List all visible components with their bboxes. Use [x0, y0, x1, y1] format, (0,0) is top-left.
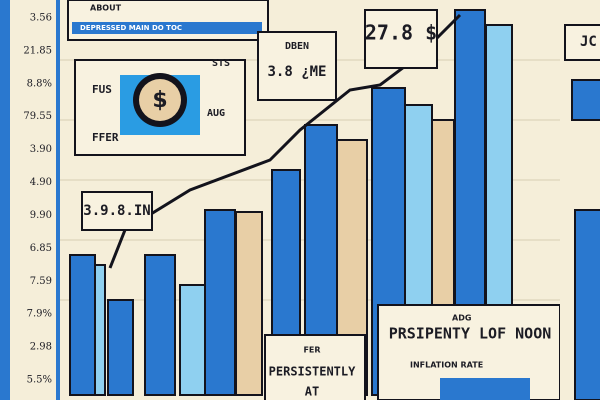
callout-3: [81, 191, 153, 231]
callout-1-value: 3.8 ¿ME: [267, 64, 326, 80]
axis-label: 4.90: [30, 177, 52, 188]
header-subtitle: DEPRESSED MAIN DO TOC: [80, 24, 182, 32]
callout-2-value: 27.8 $: [365, 21, 437, 45]
folder: [571, 79, 600, 121]
card-top-right: STS: [212, 58, 230, 69]
caption-title: PRSIPENTY LOF NOON: [389, 325, 552, 343]
axis-label: 3.56: [30, 13, 52, 24]
corner-text: JC: [580, 34, 597, 50]
axis-label: 5.5%: [27, 375, 52, 386]
axis-label: 7.9%: [27, 309, 52, 320]
axis-labels: 3.56 21.85 8.8% 79.55 3.90 4.90 9.90 6.85 7.59 7.…: [23, 13, 52, 386]
callout-1-title: DBEN: [285, 41, 309, 52]
header-band: [72, 22, 262, 34]
axis-label: 2.98: [30, 342, 52, 353]
cylinder: [574, 209, 600, 400]
footer-box: [264, 334, 366, 400]
caption-subtitle: INFLATION RATE: [410, 361, 483, 370]
caption-small: ADG: [452, 314, 471, 323]
axis-label: 3.90: [30, 144, 52, 155]
card-bottom-right: AUG: [207, 108, 225, 119]
card-bottom-left: FFER: [92, 131, 119, 144]
left-edge: [0, 0, 10, 400]
header-title: ABOUT: [90, 4, 122, 13]
axis-label: 21.85: [23, 45, 52, 56]
axis-label: 9.90: [30, 210, 52, 221]
footer-small: FER: [303, 346, 320, 355]
coin: [139, 79, 181, 121]
axis-label: 79.55: [23, 111, 52, 122]
footer-line1: PERSISTENTLY: [269, 365, 356, 379]
coin-symbol: $: [152, 88, 167, 113]
callout-1: [257, 31, 337, 101]
axis-label: 7.59: [30, 276, 52, 287]
axis-label: 8.8%: [27, 78, 52, 89]
card-top-left: FUS: [92, 83, 112, 96]
callout-3-value: 3.9.8.IN: [83, 203, 150, 219]
callout-2: [364, 9, 438, 69]
caption-band: [440, 378, 530, 400]
footer-line2: AT: [305, 385, 319, 399]
axis-label: 6.85: [30, 243, 52, 254]
corner-box: [564, 24, 600, 61]
